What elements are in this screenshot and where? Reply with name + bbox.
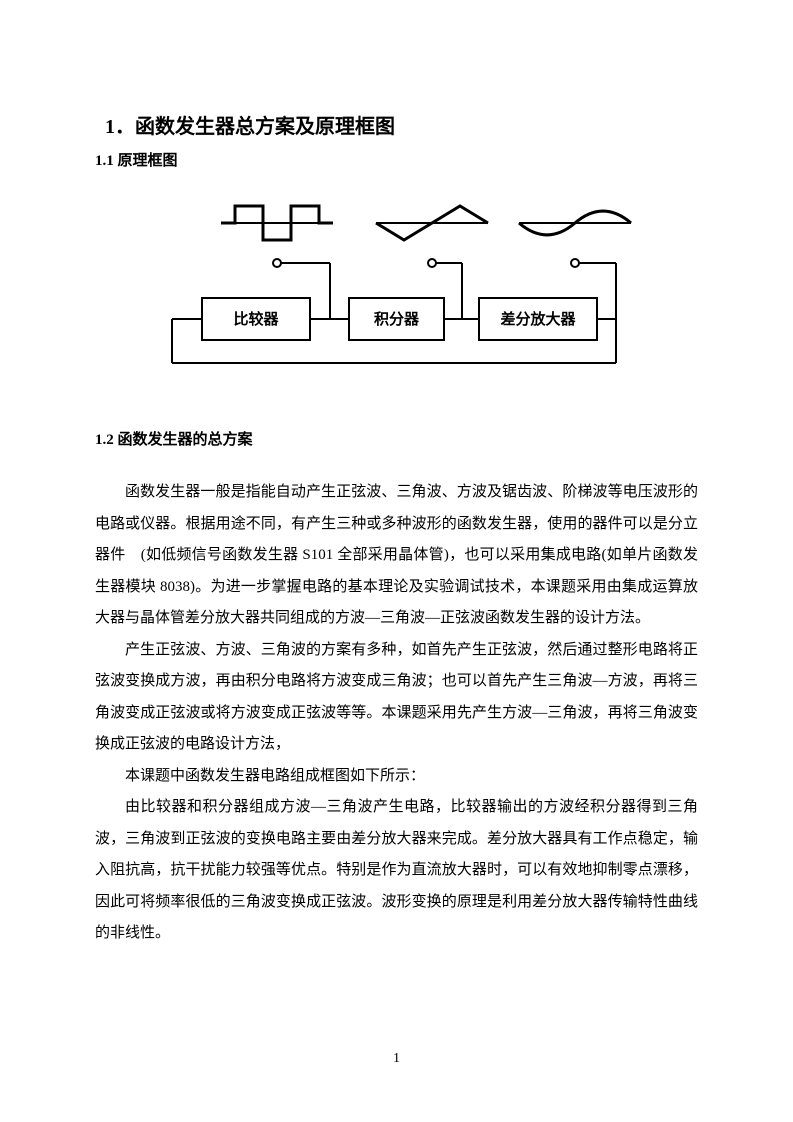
heading-1-2: 1.2 函数发生器的总方案 [95,428,698,449]
svg-text:比较器: 比较器 [233,310,279,328]
heading-1-1: 1.1 原理框图 [95,149,698,170]
heading-main: 1．函数发生器总方案及原理框图 [105,110,698,139]
paragraph-3: 本课题中函数发生器电路组成框图如下所示： [95,761,698,793]
paragraph-4: 由比较器和积分器组成方波—三角波产生电路，比较器输出的方波经积分器得到三角波，三… [95,792,698,950]
svg-text:差分放大器: 差分放大器 [500,310,576,328]
paragraph-2: 产生正弦波、方波、三角波的方案有多种，如首先产生正弦波，然后通过整形电路将正弦波… [95,635,698,761]
page-number: 1 [0,1051,793,1067]
block-diagram: 比较器 积分器 差分放大器 [95,188,698,383]
svg-text:积分器: 积分器 [373,310,419,328]
diagram-svg: 比较器 积分器 差分放大器 [157,188,637,383]
paragraph-1: 函数发生器一般是指能自动产生正弦波、三角波、方波及锯齿波、阶梯波等电压波形的电路… [95,477,698,635]
